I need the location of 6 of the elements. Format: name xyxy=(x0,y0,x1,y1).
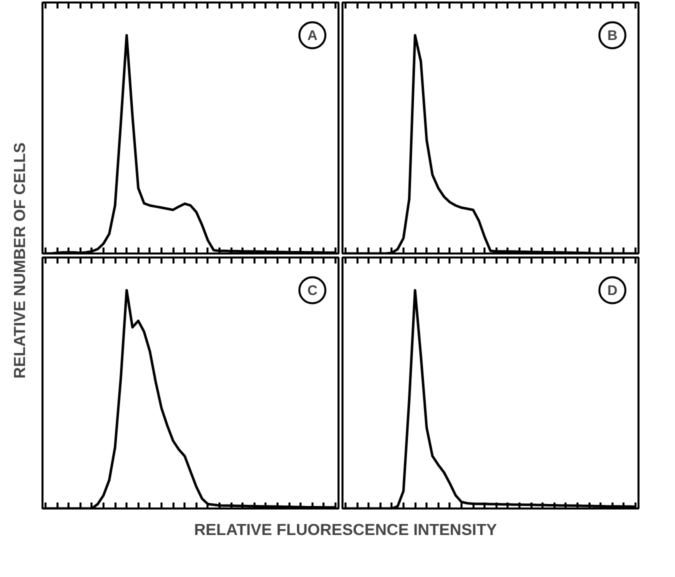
y-axis-title: RELATIVE NUMBER OF CELLS xyxy=(12,142,29,379)
annotation: C xyxy=(307,282,318,298)
annotation: A xyxy=(307,27,318,44)
x-axis-title: RELATIVE FLUORESCENCE INTENSITY xyxy=(194,522,498,539)
annotation: D xyxy=(607,282,618,298)
annotation: B xyxy=(607,27,618,44)
